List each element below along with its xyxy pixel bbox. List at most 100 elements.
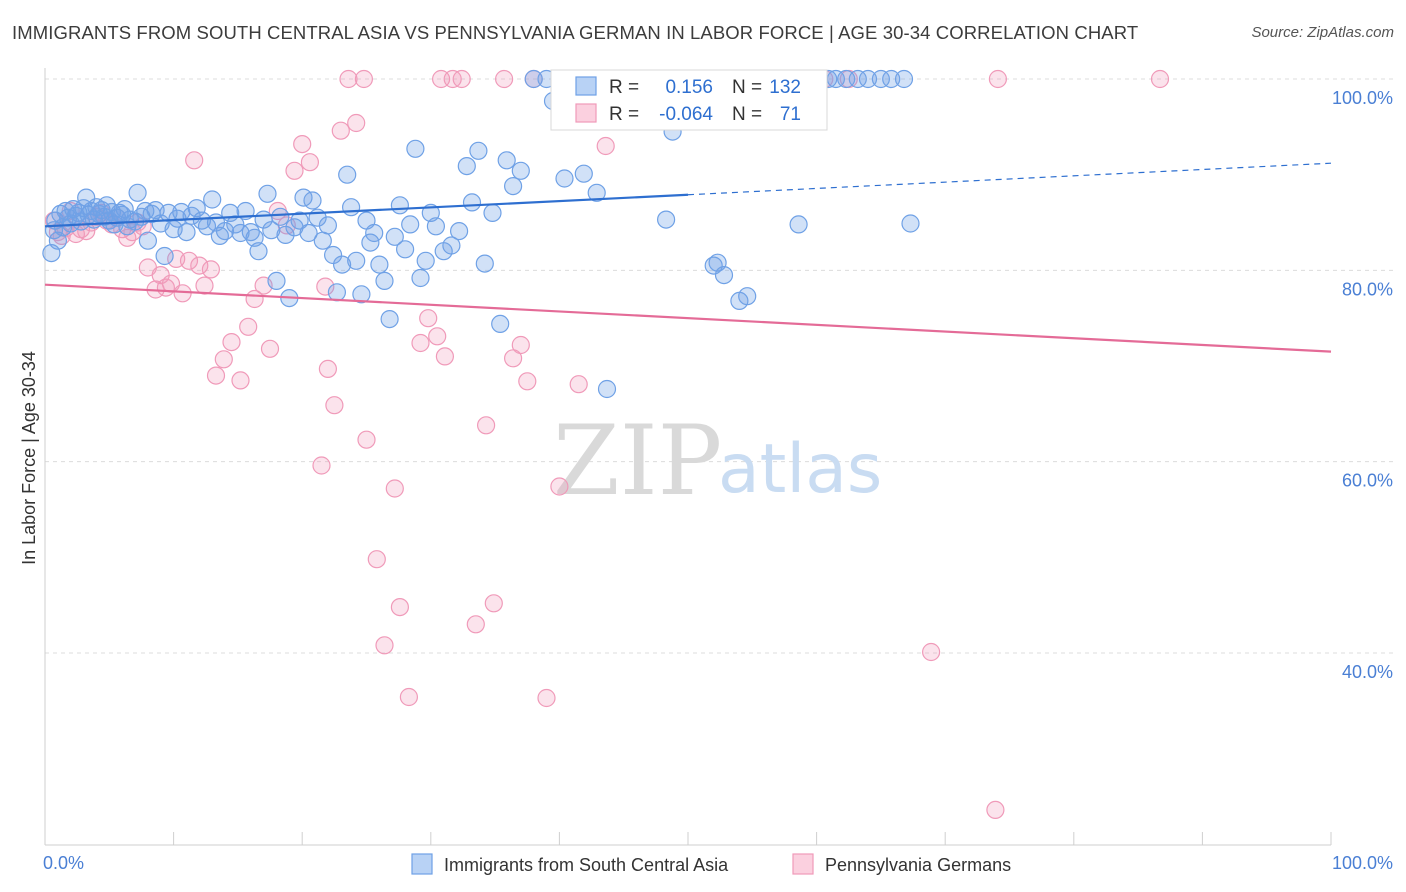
stats-n-value-2: 71 [780, 104, 801, 125]
point-immigrants-107 [497, 151, 516, 170]
point-pennsylvania-53 [367, 550, 386, 569]
point-pennsylvania-54 [375, 636, 394, 655]
axes [44, 68, 1332, 846]
watermark: ZIP atlas [553, 405, 882, 517]
point-immigrants-120 [656, 210, 676, 229]
legend-swatch-blue [411, 853, 433, 875]
point-pennsylvania-32 [214, 350, 233, 369]
point-pennsylvania-26 [179, 251, 199, 270]
point-pennsylvania-52 [357, 430, 376, 449]
x-tick-labels: 0.0% 100.0% [43, 853, 1393, 873]
chart-title: IMMIGRANTS FROM SOUTH CENTRAL ASIA VS PE… [12, 22, 1139, 43]
stats-n-label-2: N = [732, 104, 762, 125]
point-immigrants-84 [361, 233, 380, 252]
point-immigrants-48 [192, 211, 211, 230]
point-pennsylvania-34 [231, 371, 250, 390]
point-immigrants-132 [789, 215, 808, 234]
point-immigrants-94 [411, 268, 430, 288]
legend-label-immigrants: Immigrants from South Central Asia [444, 855, 729, 875]
point-immigrants-40 [155, 246, 174, 266]
point-pennsylvania-33 [222, 333, 241, 352]
x-tick-label-right: 100.0% [1332, 853, 1393, 873]
point-immigrants-113 [555, 169, 574, 188]
stats-r-value-1: 0.156 [665, 77, 713, 98]
point-immigrants-140 [894, 69, 914, 89]
y-tick-labels: 100.0% 80.0% 60.0% 40.0% [1332, 88, 1393, 682]
point-immigrants-60 [249, 242, 268, 261]
point-immigrants-114 [574, 164, 593, 183]
y-tick-label-3: 40.0% [1342, 662, 1393, 682]
point-pennsylvania-76 [569, 375, 588, 394]
point-pennsylvania-55 [385, 479, 404, 498]
point-pennsylvania-80 [596, 136, 615, 156]
point-immigrants-78 [333, 255, 352, 274]
point-pennsylvania-73 [537, 688, 556, 708]
point-pennsylvania-64 [452, 69, 471, 89]
point-pennsylvania-59 [419, 309, 438, 328]
point-pennsylvania-57 [399, 687, 418, 707]
gridlines [45, 78, 1393, 654]
point-immigrants-138 [871, 69, 891, 89]
legend-swatch-pink [792, 853, 814, 875]
point-pennsylvania-74 [550, 477, 569, 496]
point-pennsylvania-90 [1150, 69, 1170, 89]
point-immigrants-64 [267, 271, 286, 290]
point-pennsylvania-47 [325, 396, 344, 415]
stats-legend-box [550, 69, 828, 131]
point-pennsylvania-43 [300, 153, 319, 172]
stats-swatch-pink [575, 103, 597, 123]
watermark-zip: ZIP [553, 405, 722, 517]
point-immigrants-33 [128, 183, 147, 202]
point-immigrants-128 [738, 287, 757, 306]
point-immigrants-110 [524, 69, 543, 89]
point-pennsylvania-50 [347, 113, 366, 133]
legend-label-pennsylvania-germans: Pennsylvania Germans [825, 855, 1011, 875]
point-immigrants-103 [469, 141, 488, 160]
point-immigrants-77 [327, 283, 346, 302]
point-immigrants-116 [587, 183, 606, 202]
point-immigrants-85 [365, 223, 384, 243]
point-immigrants-41 [159, 203, 178, 222]
point-pennsylvania-67 [484, 594, 503, 613]
point-pennsylvania-28 [190, 256, 209, 275]
trend-lines [44, 162, 1332, 353]
point-pennsylvania-46 [318, 359, 337, 378]
point-pennsylvania-71 [518, 372, 537, 391]
point-pennsylvania-88 [986, 800, 1005, 820]
point-pennsylvania-35 [239, 317, 258, 336]
point-pennsylvania-60 [428, 327, 447, 346]
stats-r-value-2: -0.064 [659, 104, 713, 125]
point-immigrants-95 [416, 251, 435, 270]
stats-swatch-blue [575, 76, 597, 96]
point-pennsylvania-48 [331, 121, 350, 140]
point-immigrants-141 [901, 214, 920, 233]
y-tick-label-1: 80.0% [1342, 279, 1393, 299]
point-immigrants-92 [401, 215, 420, 234]
point-immigrants-93 [406, 139, 425, 158]
point-immigrants-3 [48, 231, 68, 250]
point-pennsylvania-30 [201, 260, 220, 279]
point-immigrants-108 [503, 177, 523, 196]
trend-line-immigrants [44, 193, 689, 228]
point-immigrants-45 [177, 223, 196, 242]
point-pennsylvania-49 [339, 69, 358, 89]
point-immigrants-109 [511, 161, 530, 180]
watermark-atlas: atlas [718, 430, 882, 509]
point-pennsylvania-51 [354, 69, 373, 89]
point-immigrants-86 [370, 255, 389, 274]
point-pennsylvania-41 [285, 161, 304, 180]
point-pennsylvania-44 [312, 456, 331, 475]
point-immigrants-90 [390, 196, 409, 215]
point-immigrants-79 [338, 165, 357, 184]
point-immigrants-100 [450, 222, 469, 241]
point-immigrants-53 [215, 222, 235, 241]
chart-source: Source: ZipAtlas.com [1251, 24, 1394, 41]
point-immigrants-59 [245, 228, 264, 247]
point-immigrants-36 [138, 231, 157, 250]
point-pennsylvania-89 [988, 69, 1008, 89]
x-tick-label-left: 0.0% [43, 853, 84, 873]
point-immigrants-80 [342, 198, 361, 217]
point-pennsylvania-58 [411, 333, 430, 353]
point-pennsylvania-65 [466, 615, 485, 634]
